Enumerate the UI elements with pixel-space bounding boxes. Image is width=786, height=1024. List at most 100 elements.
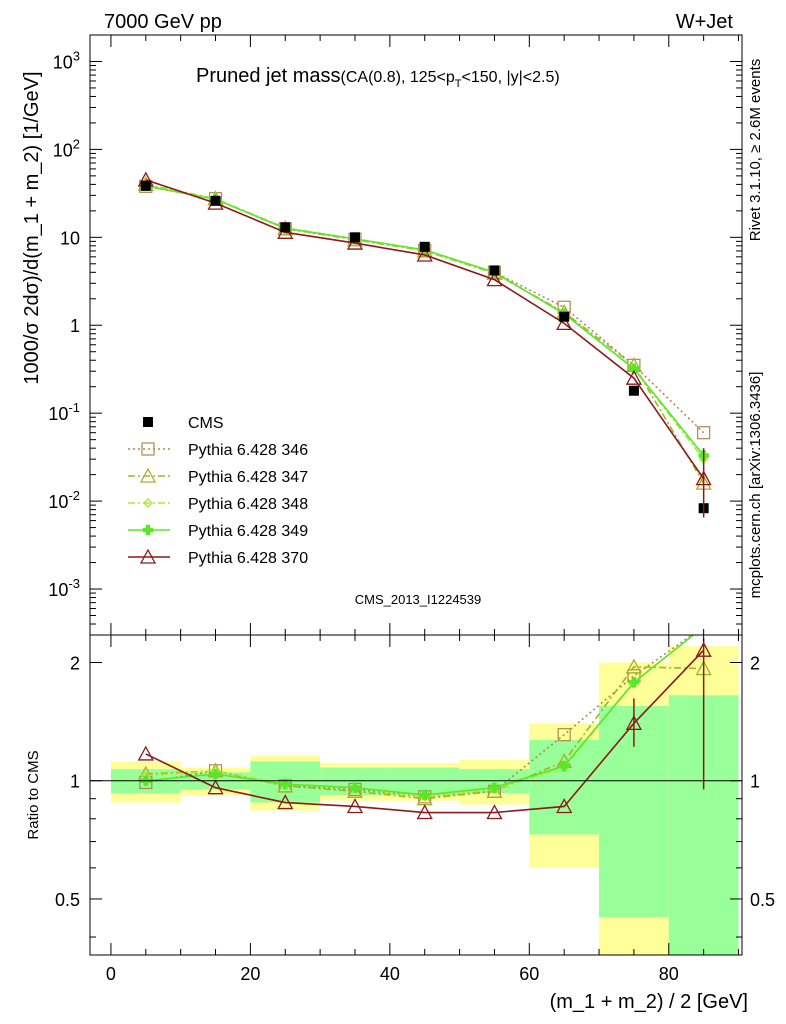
ratio-tick-label: 0.5 <box>55 890 80 910</box>
marker-triangle <box>346 782 364 798</box>
x-tick-label: 20 <box>240 964 260 984</box>
marker-square <box>557 728 571 742</box>
series-line <box>145 183 705 484</box>
marker-data <box>143 417 153 427</box>
marker-diamond <box>143 498 153 508</box>
chart-subtitle: (CA(0.8), 125<pT<150, |y|<2.5) <box>341 69 560 90</box>
ratio-tick-label: 2 <box>70 654 80 674</box>
marker-triangle <box>556 315 573 331</box>
y-tick-label: 1 <box>70 316 80 336</box>
series-cms-data <box>140 180 709 790</box>
series-line <box>145 185 705 457</box>
chart-title-main: Pruned jet mass <box>196 65 341 87</box>
y-tick-base: 10 <box>53 52 73 72</box>
y-tick-exponent: -1 <box>68 400 80 415</box>
x-tick-label: 80 <box>659 964 679 984</box>
marker-triangle <box>556 798 573 814</box>
marker-cross <box>280 778 291 790</box>
marker-data <box>419 241 430 252</box>
marker-triangle <box>346 234 364 250</box>
y-tick-exponent: 3 <box>73 48 80 63</box>
series-line <box>145 185 705 434</box>
energy-label: 7000 GeV pp <box>104 11 222 33</box>
marker-triangle <box>346 798 364 814</box>
y-tick-label: 10 <box>60 228 80 248</box>
ratio-tick-label-right: 2 <box>750 654 760 674</box>
marker-triangle <box>416 246 433 262</box>
marker-data <box>140 180 151 191</box>
y-tick-label: 103 <box>53 48 80 72</box>
ratio-line <box>145 649 705 814</box>
marker-cross <box>558 760 570 772</box>
subtitle-part: <150, |y|<2.5) <box>462 69 560 86</box>
marker-triangle <box>486 271 503 287</box>
x-axis-label: (m_1 + m_2) / 2 [GeV] <box>550 991 748 1013</box>
subtitle-part: (CA(0.8), 125<p <box>341 69 455 86</box>
legend: CMS Pythia 6.428 346 Pythia 6.428 347 Pythi… <box>128 415 308 567</box>
marker-triangle <box>139 548 157 564</box>
y-tick-exponent: -3 <box>68 576 80 591</box>
marker-triangle <box>416 804 433 820</box>
legend-label: Pythia 6.428 370 <box>188 550 308 567</box>
legend-label: Pythia 6.428 346 <box>188 442 308 459</box>
analysis-watermark: CMS_2013_I1224539 <box>355 592 482 607</box>
marker-cross <box>628 677 640 688</box>
y-tick-base: 10 <box>48 492 68 512</box>
marker-square <box>141 442 155 456</box>
marker-triangle <box>277 794 294 810</box>
marker-cross <box>489 782 500 793</box>
ratio-axis-label: Ratio to CMS <box>25 750 42 839</box>
chart-title: Pruned jet mass(CA(0.8), 125<pT<150, |y|… <box>196 65 560 90</box>
marker-triangle <box>625 369 643 385</box>
series-line <box>145 184 705 460</box>
y-tick-label: 10-2 <box>48 488 80 512</box>
legend-label: Pythia 6.428 349 <box>188 523 308 540</box>
x-tick-label: 60 <box>519 964 539 984</box>
legend-label: Pythia 6.428 347 <box>188 469 308 486</box>
marker-data <box>559 311 570 322</box>
marker-cross <box>142 524 154 536</box>
y-tick-exponent: -2 <box>68 488 80 503</box>
marker-data <box>280 222 291 233</box>
rivet-label: Rivet 3.1.10, ≥ 2.6M events <box>747 59 764 242</box>
marker-triangle <box>207 779 224 795</box>
y-tick-exponent: 2 <box>73 136 80 151</box>
y-tick-base: 10 <box>48 580 68 600</box>
ratio-tick-label-right: 1 <box>750 772 760 792</box>
y-axis-label: 1000/σ 2dσ)/d(m_1 + m_2) [1/GeV] <box>21 71 43 384</box>
series-line <box>145 179 705 480</box>
main-frame <box>89 34 743 636</box>
marker-data <box>489 265 500 276</box>
ratio-tick-label-right: 0.5 <box>750 890 775 910</box>
y-tick-base: 10 <box>48 404 68 424</box>
ratio-frame <box>89 634 743 956</box>
series-ratio <box>137 641 712 820</box>
marker-cross <box>210 768 221 780</box>
marker-cross <box>419 789 430 801</box>
series-layer <box>137 171 712 820</box>
mcplots-label: mcplots.cern.ch [arXiv:1306.3436] <box>747 372 764 599</box>
marker-data <box>628 385 639 396</box>
legend-label: Pythia 6.428 348 <box>188 496 308 513</box>
marker-data <box>210 195 221 206</box>
marker-cross <box>628 363 640 375</box>
y-tick-label: 102 <box>53 136 80 160</box>
legend-label-cms: CMS <box>188 415 224 432</box>
marker-triangle <box>137 745 154 761</box>
marker-triangle <box>486 804 503 820</box>
marker-triangle <box>139 467 157 483</box>
ratio-tick-label: 1 <box>70 772 80 792</box>
y-tick-label: 10-3 <box>48 576 80 600</box>
marker-data <box>349 232 360 243</box>
subtitle-subscript: T <box>455 78 462 90</box>
process-label: W+Jet <box>676 11 734 33</box>
marker-triangle <box>625 658 643 674</box>
x-tick-label: 0 <box>106 964 116 984</box>
x-tick-label: 40 <box>380 964 400 984</box>
y-tick-base: 10 <box>53 140 73 160</box>
marker-square <box>697 426 711 440</box>
marker-cross <box>349 782 361 793</box>
y-tick-label: 10-1 <box>48 400 80 424</box>
